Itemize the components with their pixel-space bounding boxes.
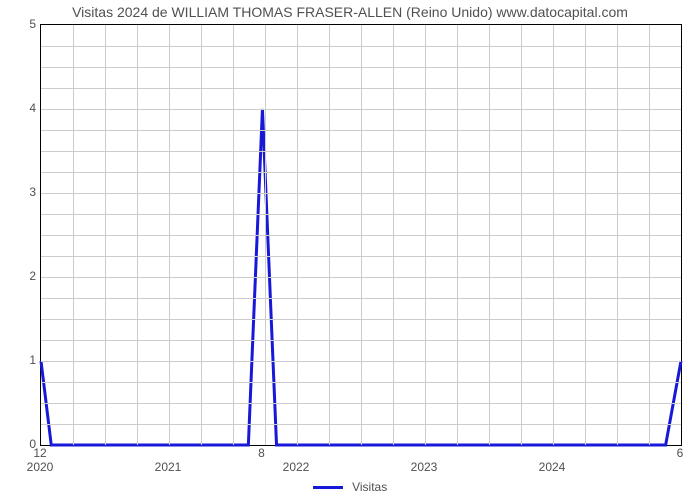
x-tick-label: 2024: [539, 460, 566, 474]
x-tick-label: 2021: [155, 460, 182, 474]
plot-area: [40, 24, 682, 446]
x-tick-label: 2023: [411, 460, 438, 474]
grid-line-h: [41, 403, 681, 404]
y-tick-label: 0: [6, 437, 36, 451]
grid-line-h: [41, 151, 681, 152]
grid-line-h: [41, 319, 681, 320]
grid-line-h: [41, 256, 681, 257]
x-tick-label: 2020: [27, 460, 54, 474]
legend: Visitas: [0, 480, 700, 494]
inline-count-label: 12: [33, 446, 46, 460]
x-tick-label: 2022: [283, 460, 310, 474]
grid-line-h: [41, 424, 681, 425]
grid-line-h: [41, 88, 681, 89]
y-tick-label: 2: [6, 269, 36, 283]
chart-title: Visitas 2024 de WILLIAM THOMAS FRASER-AL…: [0, 4, 700, 20]
grid-line-h: [41, 235, 681, 236]
y-tick-label: 3: [6, 185, 36, 199]
legend-swatch: [313, 486, 343, 489]
chart-container: Visitas 2024 de WILLIAM THOMAS FRASER-AL…: [0, 0, 700, 500]
y-tick-label: 1: [6, 353, 36, 367]
grid-line-h: [41, 340, 681, 341]
y-tick-label: 5: [6, 17, 36, 31]
grid-line-h: [41, 193, 681, 194]
grid-line-h: [41, 382, 681, 383]
grid-line-h: [41, 109, 681, 110]
grid-line-h: [41, 46, 681, 47]
grid-line-h: [41, 130, 681, 131]
legend-label: Visitas: [352, 480, 387, 494]
grid-line-h: [41, 298, 681, 299]
inline-count-label: 6: [677, 446, 684, 460]
grid-line-h: [41, 277, 681, 278]
inline-count-label: 8: [258, 446, 265, 460]
grid-line-h: [41, 67, 681, 68]
grid-line-h: [41, 214, 681, 215]
grid-line-h: [41, 361, 681, 362]
grid-line-h: [41, 172, 681, 173]
y-tick-label: 4: [6, 101, 36, 115]
